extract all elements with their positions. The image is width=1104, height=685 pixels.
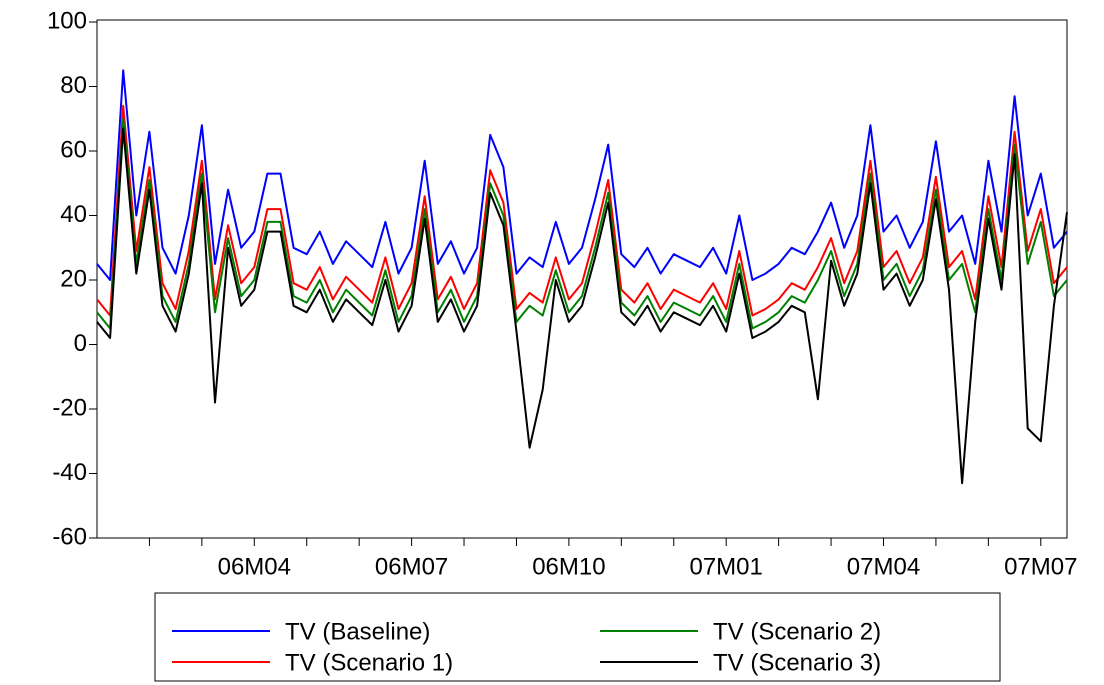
legend-label: TV (Scenario 2) <box>713 618 881 645</box>
y-tick-label: -20 <box>52 394 87 421</box>
x-tick-label: 06M07 <box>375 553 448 580</box>
y-tick-label: 20 <box>60 265 87 292</box>
plot-frame <box>96 19 1068 539</box>
legend-label: TV (Scenario 1) <box>285 649 453 676</box>
y-tick-label: 60 <box>60 136 87 163</box>
x-tick-label: 07M07 <box>1004 553 1077 580</box>
x-tick-label: 06M04 <box>218 553 291 580</box>
y-tick-label: 80 <box>60 72 87 99</box>
series-line <box>96 104 1068 317</box>
y-tick-label: -40 <box>52 459 87 486</box>
x-tick-label: 07M01 <box>689 553 762 580</box>
x-tick-label: 06M10 <box>532 553 605 580</box>
y-tick-label: -60 <box>52 523 87 550</box>
series-line <box>96 127 1068 485</box>
legend-label: TV (Baseline) <box>285 618 430 645</box>
x-tick-label: 07M04 <box>847 553 920 580</box>
series-line <box>96 69 1068 281</box>
y-tick-label: 40 <box>60 201 87 228</box>
legend-box <box>154 592 1001 682</box>
series-line <box>96 117 1068 330</box>
y-tick-label: 100 <box>47 7 87 34</box>
y-tick-label: 0 <box>74 330 87 357</box>
legend-label: TV (Scenario 3) <box>713 649 881 676</box>
